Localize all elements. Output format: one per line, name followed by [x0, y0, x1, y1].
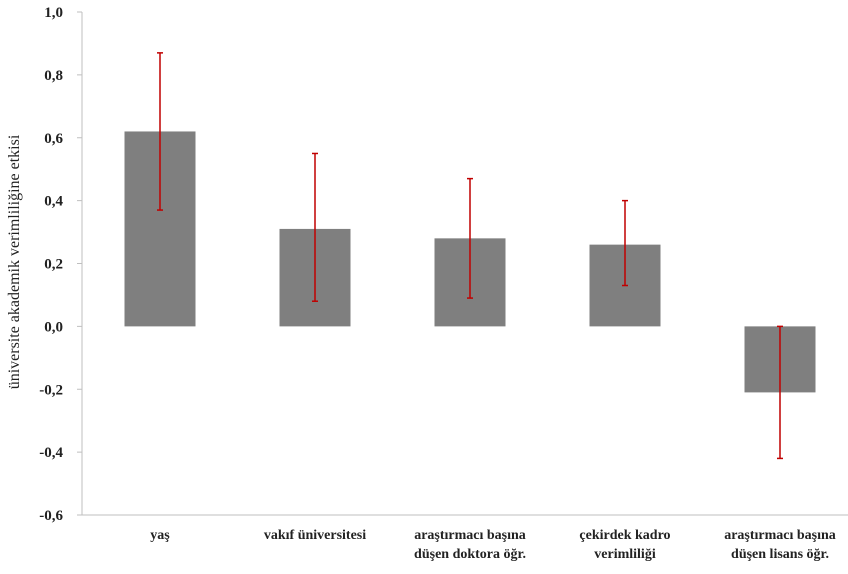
x-category-label: yaş: [150, 528, 170, 543]
y-tick-label: 0,8: [44, 68, 63, 84]
y-tick-label: 0,6: [44, 131, 63, 147]
y-tick-label: -0,4: [39, 445, 63, 461]
y-tick-label: 1,0: [44, 5, 63, 21]
error-bar: [312, 152, 318, 302]
y-tick-label: 0,4: [44, 194, 63, 210]
x-category-label: araştırmacı başına düşen doktora öğr.: [414, 528, 526, 562]
error-bar: [622, 199, 628, 287]
y-tick-label: 0,0: [44, 319, 63, 335]
error-bars-group: [157, 52, 783, 460]
x-category-label: vakıf üniversitesi: [264, 528, 366, 543]
error-bar: [467, 177, 473, 299]
x-category-label: çekirdek kadro verimliliği: [579, 528, 670, 562]
error-bar: [157, 52, 163, 211]
y-tick-label: -0,2: [39, 382, 63, 398]
error-bar: [777, 325, 783, 460]
y-tick-labels: 1,0 0,8 0,6 0,4 0,2 0,0 -0,2 -0,4 -0,6: [39, 5, 63, 524]
x-category-label: araştırmacı başına düşen lisans öğr.: [724, 528, 836, 562]
chart-axes: [77, 11, 848, 516]
y-axis-label: üniversite akademik verimliliğine etkisi: [6, 134, 23, 389]
x-category-labels: yaş vakıf üniversitesi araştırmacı başına d…: [150, 528, 836, 562]
y-tick-label: -0,6: [39, 508, 63, 524]
y-tick-label: 0,2: [44, 257, 63, 273]
